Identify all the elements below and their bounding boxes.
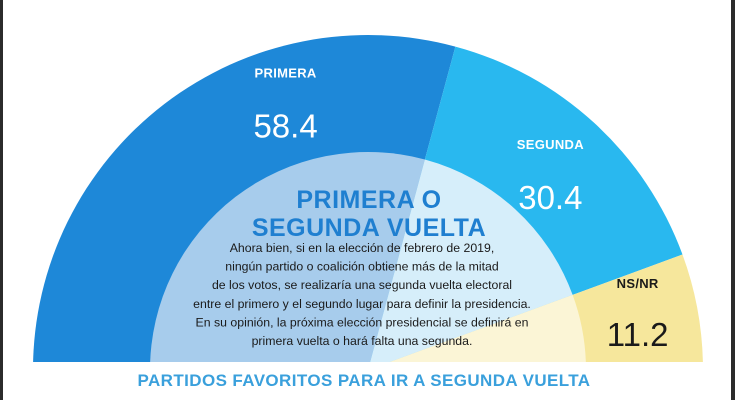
question-line: Ahora bien, si en la elección de febrero… (230, 241, 495, 255)
value-primera: 58.4 (253, 108, 317, 145)
label-primera: PRIMERA (255, 66, 317, 81)
question-line: En su opinión, la próxima elección presi… (196, 315, 529, 329)
inner-wedge-nsnr (389, 294, 586, 362)
footer-caption: PARTIDOS FAVORITOS PARA IR A SEGUNDA VUE… (138, 371, 591, 390)
inner-wedge-primera (150, 152, 425, 362)
question-line: de los votos, se realizaría una segunda … (212, 278, 512, 292)
right-border (731, 0, 735, 400)
label-segunda: SEGUNDA (517, 137, 584, 152)
value-nsnr: 11.2 (607, 316, 669, 353)
question-line: primera vuelta o hará falta una segunda. (252, 334, 473, 348)
inner-wedge-segunda (370, 159, 573, 362)
chart-title-line-2: SEGUNDA VUELTA (252, 214, 486, 242)
label-nsnr: NS/NR (617, 276, 659, 291)
value-segunda: 30.4 (518, 179, 582, 216)
question-line: entre el primero y el segundo lugar para… (193, 297, 531, 311)
left-border (0, 0, 3, 400)
chart-title-line-1: PRIMERA O (296, 186, 441, 214)
question-line: ningún partido o coalición obtiene más d… (225, 260, 499, 274)
